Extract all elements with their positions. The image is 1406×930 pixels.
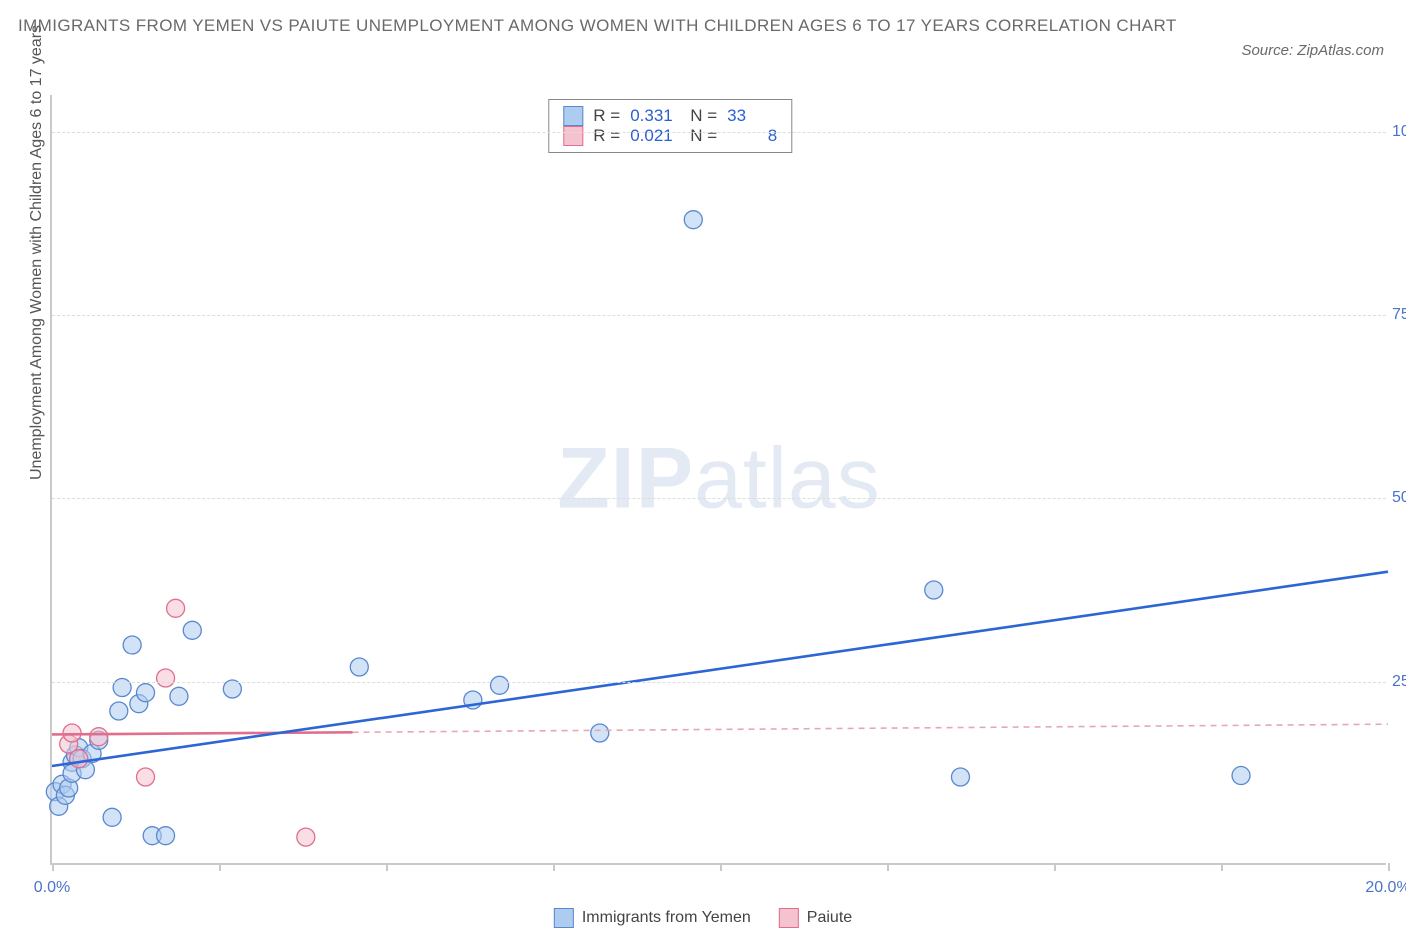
chart-title: IMMIGRANTS FROM YEMEN VS PAIUTE UNEMPLOY… (18, 14, 1206, 39)
data-point (90, 728, 108, 746)
data-point (167, 599, 185, 617)
data-point (491, 676, 509, 694)
data-point (137, 768, 155, 786)
chart-svg (52, 95, 1386, 863)
x-tick-label: 20.0% (1365, 879, 1406, 897)
data-point (925, 581, 943, 599)
y-tick-label: 100.0% (1392, 123, 1406, 141)
data-point (123, 636, 141, 654)
data-point (350, 658, 368, 676)
y-axis-label: Unemployment Among Women with Children A… (28, 25, 46, 480)
data-point (1232, 767, 1250, 785)
gridline (52, 132, 1386, 133)
swatch-paiute (779, 908, 799, 928)
legend-item-paiute: Paiute (779, 908, 852, 928)
x-tick (386, 863, 388, 871)
data-point (110, 702, 128, 720)
gridline (52, 315, 1386, 316)
swatch-yemen (554, 908, 574, 928)
trend-line (52, 572, 1388, 766)
x-tick (887, 863, 889, 871)
x-tick (553, 863, 555, 871)
legend-label-paiute: Paiute (807, 909, 852, 927)
x-tick (219, 863, 221, 871)
data-point (183, 621, 201, 639)
x-tick (720, 863, 722, 871)
data-point (170, 687, 188, 705)
legend-label-yemen: Immigrants from Yemen (582, 909, 751, 927)
data-point (157, 827, 175, 845)
y-tick-label: 25.0% (1392, 673, 1406, 691)
data-point (70, 750, 88, 768)
data-point (157, 669, 175, 687)
chart-source: Source: ZipAtlas.com (1241, 42, 1384, 59)
data-point (103, 808, 121, 826)
x-tick (1054, 863, 1056, 871)
x-tick (1221, 863, 1223, 871)
data-point (137, 684, 155, 702)
legend-item-yemen: Immigrants from Yemen (554, 908, 751, 928)
y-tick-label: 50.0% (1392, 489, 1406, 507)
gridline (52, 498, 1386, 499)
data-point (684, 211, 702, 229)
data-point (297, 828, 315, 846)
trend-line (353, 724, 1388, 732)
x-tick (1388, 863, 1390, 871)
data-point (223, 680, 241, 698)
x-tick-label: 0.0% (34, 879, 70, 897)
chart-plot-area: ZIPatlas R = 0.331 N = 33 R = 0.021 N = … (50, 95, 1386, 865)
legend-bottom: Immigrants from Yemen Paiute (554, 908, 852, 928)
x-tick (52, 863, 54, 871)
data-point (951, 768, 969, 786)
data-point (591, 724, 609, 742)
gridline (52, 682, 1386, 683)
y-tick-label: 75.0% (1392, 306, 1406, 324)
